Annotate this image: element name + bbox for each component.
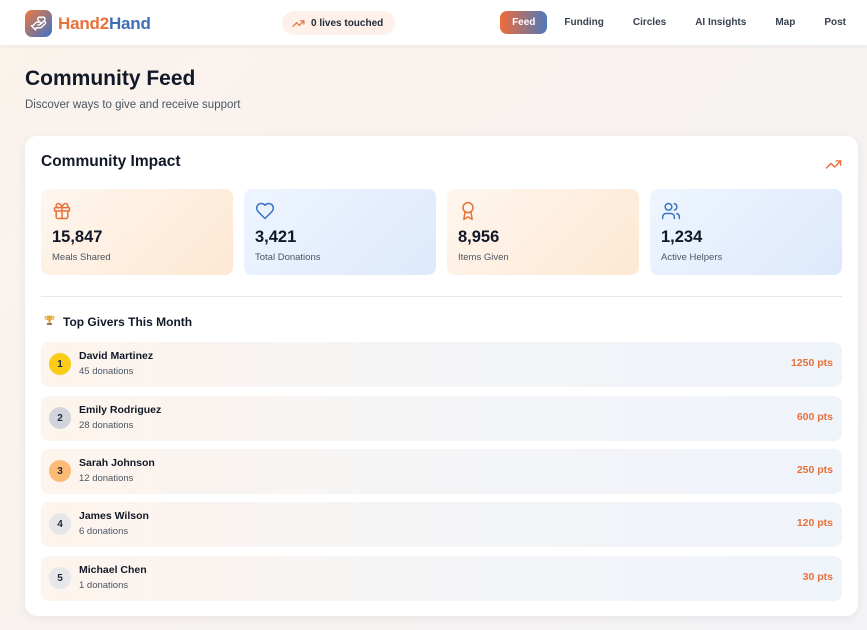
giver-donations: 12 donations <box>79 473 134 484</box>
page-subtitle: Discover ways to give and receive suppor… <box>25 99 241 111</box>
nav-ai-insights[interactable]: AI Insights <box>695 17 747 28</box>
giver-points: 30 pts <box>802 571 833 583</box>
giver-row[interactable]: 1 David Martinez 45 donations 1250 pts <box>41 342 842 387</box>
trending-up-icon <box>292 19 305 27</box>
users-icon <box>661 202 681 220</box>
lives-touched-badge: 0 lives touched <box>282 11 396 35</box>
giver-name: Michael Chen <box>79 564 147 576</box>
giver-row[interactable]: 3 Sarah Johnson 12 donations 250 pts <box>41 449 842 494</box>
nav-map[interactable]: Map <box>775 17 796 28</box>
stat-total-donations: 3,421 Total Donations <box>244 189 436 275</box>
giver-donations: 28 donations <box>79 420 134 431</box>
brand-name-part-2: Hand <box>108 13 151 33</box>
trophy-icon <box>44 315 55 325</box>
brand[interactable]: Hand2Hand <box>25 10 151 37</box>
gift-icon <box>53 202 71 220</box>
rank-badge: 1 <box>49 353 71 375</box>
brand-name: Hand2Hand <box>58 14 151 34</box>
top-navigation-bar: Hand2Hand 0 lives touched Feed Funding C… <box>0 0 867 46</box>
stat-value: 8,956 <box>458 228 500 246</box>
stat-label: Active Helpers <box>661 252 723 263</box>
page-title: Community Feed <box>25 67 196 90</box>
stat-label: Total Donations <box>255 252 321 263</box>
main-nav: Feed Funding Circles AI Insights Map Pos… <box>500 11 867 34</box>
rank-badge: 3 <box>49 460 71 482</box>
community-impact-card: Community Impact 15,847 Meals Shared 3,4… <box>25 136 858 616</box>
giver-points: 250 pts <box>796 464 833 476</box>
top-givers-title: Top Givers This Month <box>63 315 193 329</box>
stat-value: 1,234 <box>661 228 703 246</box>
community-impact-title: Community Impact <box>41 153 181 170</box>
stat-label: Items Given <box>458 252 509 263</box>
award-icon <box>462 201 474 221</box>
nav-circles[interactable]: Circles <box>632 17 667 28</box>
giver-name: David Martinez <box>79 350 154 362</box>
giver-name: Emily Rodriguez <box>79 404 162 416</box>
giver-points: 120 pts <box>796 517 833 529</box>
giver-name: James Wilson <box>79 510 149 522</box>
stat-value: 15,847 <box>52 228 103 246</box>
giver-row[interactable]: 2 Emily Rodriguez 28 donations 600 pts <box>41 396 842 441</box>
stat-items-given: 8,956 Items Given <box>447 189 639 275</box>
stat-value: 3,421 <box>255 228 297 246</box>
giver-name: Sarah Johnson <box>79 457 155 469</box>
rank-badge: 4 <box>49 513 71 535</box>
lives-touched-text: 0 lives touched <box>311 17 384 29</box>
stat-active-helpers: 1,234 Active Helpers <box>650 189 842 275</box>
giver-donations: 45 donations <box>79 366 134 377</box>
giver-donations: 1 donations <box>79 580 129 591</box>
giver-points: 1250 pts <box>790 357 833 369</box>
giver-row[interactable]: 5 Michael Chen 1 donations 30 pts <box>41 556 842 601</box>
rank-badge: 2 <box>49 407 71 429</box>
stat-meals-shared: 15,847 Meals Shared <box>41 189 233 275</box>
hand-logo-icon <box>25 10 52 37</box>
giver-row[interactable]: 4 James Wilson 6 donations 120 pts <box>41 502 842 547</box>
giver-points: 600 pts <box>796 411 833 423</box>
stat-label: Meals Shared <box>52 252 111 263</box>
nav-feed[interactable]: Feed <box>500 11 548 34</box>
nav-funding[interactable]: Funding <box>564 17 604 28</box>
giver-donations: 6 donations <box>79 526 129 537</box>
heart-icon <box>255 202 275 220</box>
trending-up-icon <box>825 160 842 169</box>
brand-name-part-1: Hand2 <box>58 13 109 33</box>
rank-badge: 5 <box>49 567 71 589</box>
nav-post[interactable]: Post <box>824 17 846 28</box>
divider <box>41 296 842 297</box>
